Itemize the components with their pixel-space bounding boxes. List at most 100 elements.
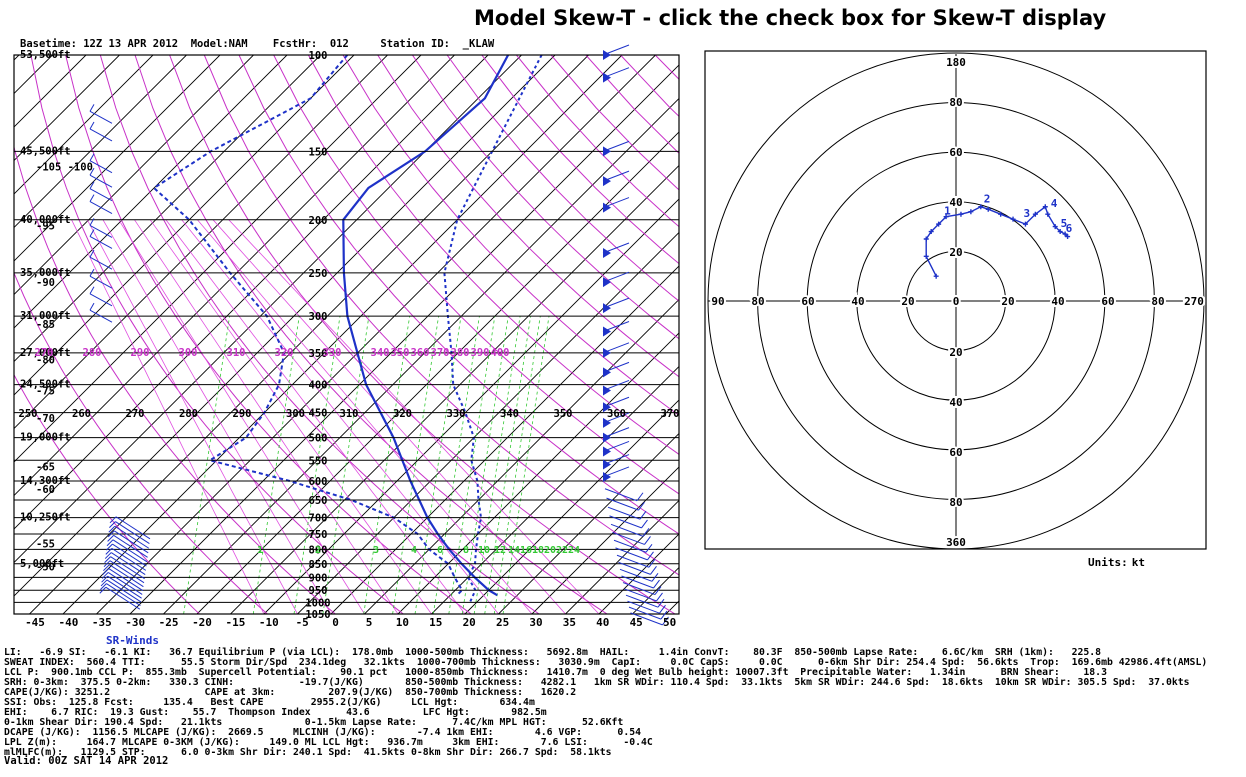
isotherm-line: [14, 55, 120, 162]
mixing-ratio-line: [252, 316, 300, 614]
isotherm-line: [14, 55, 288, 329]
sr-wind-barb: [627, 600, 660, 614]
wind-barb: [89, 275, 113, 289]
sr-wind-barb: [610, 523, 644, 537]
mixing-ratio-line: [432, 316, 480, 614]
x-tick-label: -45: [25, 616, 45, 629]
theta-e-label: 280: [83, 347, 102, 359]
hodograph-plot: [707, 52, 1205, 550]
isotherm-line: [531, 466, 679, 614]
sr-wind-barb: [651, 572, 659, 582]
theta-label: 250: [19, 408, 38, 420]
sr-wind-flag: [603, 367, 611, 378]
mixing-ratio-label: 1: [257, 545, 263, 556]
dry-adiabat-line: [14, 144, 336, 614]
dewpoint-profile: [152, 55, 464, 596]
pressure-label: 1050: [305, 609, 330, 621]
hodograph-axis-label: 20: [901, 295, 914, 308]
hodograph-ring-label: 20: [949, 246, 962, 259]
isotherm-line: [14, 55, 53, 95]
moist-adiabat-line: [149, 219, 432, 614]
mixing-ratio-label: 22: [556, 545, 568, 556]
wind-barb: [89, 218, 95, 226]
mixing-ratio-line: [293, 316, 341, 614]
wind-barb: [89, 249, 95, 258]
sr-wind-barb: [638, 501, 645, 511]
hodograph-ring-label: 20: [949, 346, 962, 359]
moist-adiabat-line: [71, 219, 265, 614]
model-label: Model:: [190, 38, 229, 50]
wind-barb: [107, 575, 142, 599]
sr-wind-flag: [603, 471, 611, 482]
page-title: Model Skew-T - click the check box for S…: [474, 6, 1107, 30]
sr-wind-barb: [622, 582, 656, 596]
isotherm-line: [498, 432, 679, 614]
hodograph-ring-label: 40: [949, 196, 962, 209]
stat-line: 0-1km Shear Dir: 190.4 Spd: 21.1kts 0-1.…: [4, 717, 624, 728]
stat-line: LI: -6.9 SI: -6.1 KI: 36.7 Equilibrium P…: [4, 647, 1102, 658]
wind-barb: [107, 530, 115, 538]
mixing-ratio-line: [448, 316, 496, 614]
pressure-label: 100: [309, 50, 328, 62]
theta-label: 340: [500, 408, 519, 420]
hodograph-ring-label: 80: [949, 96, 962, 109]
pressure-label: 250: [309, 268, 328, 280]
sr-wind-barb: [659, 604, 666, 614]
sr-wind-flag: [603, 417, 611, 428]
hodograph-ring-label: 60: [949, 446, 962, 459]
theta-label: 280: [179, 408, 198, 420]
sr-wind-barb: [648, 558, 656, 568]
theta-e-label: 370: [431, 347, 450, 359]
station-value: _KLAW: [462, 38, 495, 50]
mixing-ratio-line: [183, 316, 230, 614]
stat-line: LCL P: 900.1mb CCL P: 855.3mb Supercell …: [4, 667, 1107, 678]
wind-barb: [89, 194, 95, 202]
hodograph-point: [985, 206, 991, 212]
hodograph-ring-label: 60: [949, 146, 962, 159]
wind-barb: [106, 583, 141, 607]
sr-wind-barb: [662, 616, 669, 626]
station-label: Station ID:: [380, 38, 450, 50]
isotherm-line: [14, 55, 422, 463]
valid-time: Valid: 00Z SAT 14 APR 2012: [4, 755, 169, 767]
moist-adiabat-line: [165, 219, 466, 614]
pressure-label: 150: [309, 146, 328, 158]
wind-barb: [112, 539, 148, 563]
dry-adiabat-line: [446, 55, 679, 302]
wind-barb: [89, 188, 113, 202]
sr-wind-barb: [656, 592, 663, 602]
temperature-label: -105 -100: [36, 162, 93, 174]
pressure-label: 200: [309, 215, 328, 227]
sr-wind-barb: [624, 588, 657, 602]
sr-wind-barb: [628, 606, 662, 620]
temperature-label: -85: [36, 319, 55, 331]
wind-barb: [109, 560, 145, 584]
x-tick-label: -25: [159, 616, 179, 629]
hodograph-axis-label: 60: [1101, 295, 1114, 308]
basetime-value: 12Z 13 APR 2012: [83, 38, 179, 50]
sr-wind-barb: [653, 579, 660, 589]
x-tick-label: 15: [429, 616, 442, 629]
wind-barb: [89, 110, 113, 124]
wind-barb: [101, 575, 108, 583]
stat-line: DCAPE (J/KG): 1156.5 MLCAPE (J/KG): 2669…: [4, 727, 642, 738]
isotherm-line: [14, 55, 154, 195]
hodograph-point: [1022, 221, 1028, 227]
mixing-ratio-line: [473, 316, 521, 614]
isotherm-line: [96, 55, 656, 614]
sr-wind-barb: [641, 519, 648, 529]
theta-label: 270: [126, 408, 145, 420]
sr-wind-barb: [615, 547, 648, 561]
isotherm-line: [263, 198, 679, 614]
sr-wind-flag: [603, 248, 611, 259]
theta-e-label: 390: [471, 347, 490, 359]
moist-adiabat-line: [102, 219, 332, 614]
theta-e-label: 400: [491, 347, 510, 359]
sr-wind-barb: [660, 610, 668, 620]
hodograph-ring-label: 40: [949, 396, 962, 409]
wind-barb: [89, 201, 113, 215]
height-label: 40,000ft: [20, 214, 71, 226]
x-tick-label: -40: [58, 616, 78, 629]
temperature-label: -70: [36, 413, 55, 425]
isotherm-line: [163, 97, 679, 614]
